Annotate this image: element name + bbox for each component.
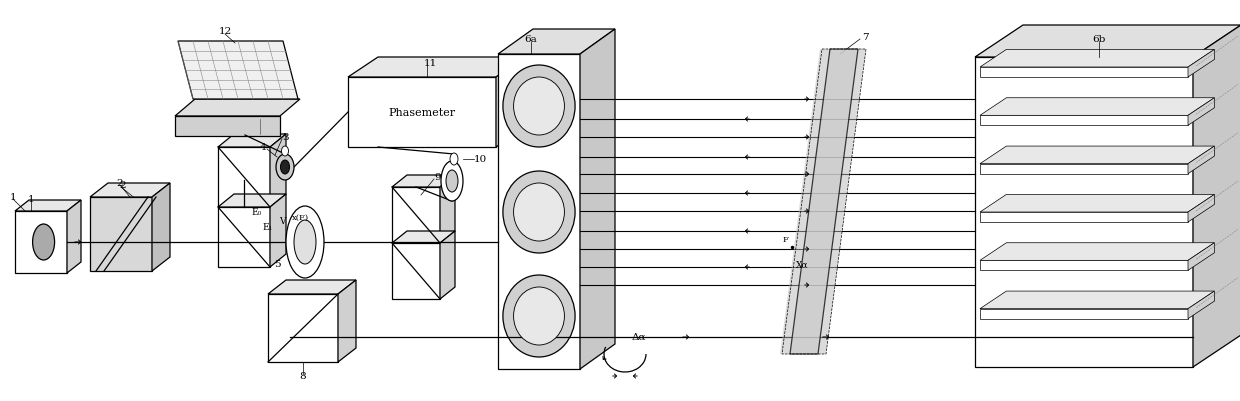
Ellipse shape <box>294 221 316 264</box>
Polygon shape <box>440 231 455 299</box>
Polygon shape <box>91 198 153 271</box>
Polygon shape <box>980 147 1214 164</box>
Polygon shape <box>440 176 455 243</box>
Polygon shape <box>980 195 1214 213</box>
Polygon shape <box>392 176 455 188</box>
Text: 9: 9 <box>435 173 441 182</box>
Polygon shape <box>268 294 339 362</box>
Text: 2: 2 <box>120 181 126 190</box>
Polygon shape <box>980 50 1214 68</box>
Ellipse shape <box>277 155 294 180</box>
Polygon shape <box>175 117 280 137</box>
Polygon shape <box>218 135 286 148</box>
Polygon shape <box>1188 243 1214 271</box>
Text: 12: 12 <box>218 27 232 36</box>
Polygon shape <box>91 184 170 198</box>
Polygon shape <box>780 50 866 354</box>
Text: Phasemeter: Phasemeter <box>388 108 455 118</box>
Polygon shape <box>15 211 67 273</box>
Polygon shape <box>980 116 1188 126</box>
Polygon shape <box>348 78 496 148</box>
Ellipse shape <box>503 275 575 357</box>
Polygon shape <box>392 188 440 243</box>
Polygon shape <box>498 55 580 369</box>
Polygon shape <box>980 243 1214 261</box>
Text: V: V <box>279 217 285 226</box>
Polygon shape <box>179 42 298 100</box>
Text: Δα: Δα <box>631 332 646 341</box>
Text: 10: 10 <box>474 155 486 164</box>
Text: 6a: 6a <box>525 35 537 45</box>
Text: E₀: E₀ <box>252 208 262 217</box>
Text: E₁: E₁ <box>263 223 273 232</box>
Polygon shape <box>1188 99 1214 126</box>
Polygon shape <box>980 213 1188 223</box>
Polygon shape <box>392 231 455 243</box>
Ellipse shape <box>281 147 289 157</box>
Text: 6b: 6b <box>1092 35 1106 45</box>
Ellipse shape <box>32 225 55 260</box>
Text: 1: 1 <box>27 195 33 204</box>
Ellipse shape <box>513 287 564 345</box>
Polygon shape <box>153 184 170 271</box>
Polygon shape <box>980 99 1214 116</box>
Polygon shape <box>339 280 356 362</box>
Text: 1: 1 <box>10 193 16 202</box>
Polygon shape <box>1188 50 1214 78</box>
Text: Xα: Xα <box>796 260 808 269</box>
Text: 8: 8 <box>300 372 306 381</box>
Ellipse shape <box>513 184 564 241</box>
Text: 11: 11 <box>423 59 436 67</box>
Polygon shape <box>1188 147 1214 174</box>
Polygon shape <box>498 30 615 55</box>
Polygon shape <box>975 58 1193 367</box>
Ellipse shape <box>286 207 324 278</box>
Ellipse shape <box>441 162 463 201</box>
Text: F: F <box>782 235 787 243</box>
Ellipse shape <box>503 172 575 253</box>
Polygon shape <box>270 194 286 267</box>
Polygon shape <box>1193 26 1240 367</box>
Polygon shape <box>270 135 286 207</box>
Polygon shape <box>15 200 81 211</box>
Text: 3: 3 <box>283 133 289 142</box>
Polygon shape <box>975 26 1240 58</box>
Polygon shape <box>1188 195 1214 223</box>
Polygon shape <box>980 68 1188 78</box>
Polygon shape <box>218 148 270 207</box>
Ellipse shape <box>446 170 458 192</box>
Polygon shape <box>348 58 526 78</box>
Polygon shape <box>1188 292 1214 319</box>
Polygon shape <box>980 309 1188 319</box>
Text: 7: 7 <box>862 33 868 43</box>
Polygon shape <box>392 243 440 299</box>
Polygon shape <box>980 164 1188 174</box>
Text: 4: 4 <box>259 143 267 152</box>
Text: 2: 2 <box>117 179 123 188</box>
Polygon shape <box>268 280 356 294</box>
Polygon shape <box>67 200 81 273</box>
Polygon shape <box>980 261 1188 271</box>
Polygon shape <box>496 58 526 148</box>
Polygon shape <box>175 100 300 117</box>
Polygon shape <box>218 207 270 267</box>
Polygon shape <box>980 292 1214 309</box>
Ellipse shape <box>450 154 458 166</box>
Polygon shape <box>790 50 858 354</box>
Polygon shape <box>580 30 615 369</box>
Text: 5: 5 <box>274 260 280 269</box>
Ellipse shape <box>513 78 564 136</box>
Ellipse shape <box>280 160 289 174</box>
Polygon shape <box>218 194 286 207</box>
Ellipse shape <box>503 66 575 148</box>
Text: x(F): x(F) <box>291 213 309 221</box>
